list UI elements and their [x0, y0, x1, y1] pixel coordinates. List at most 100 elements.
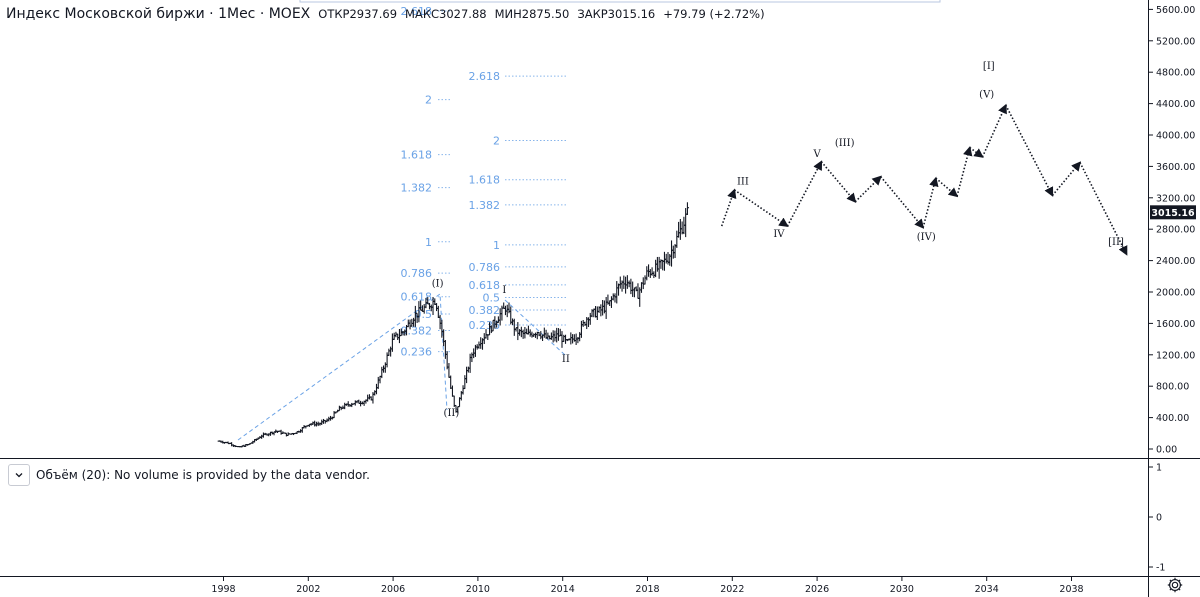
- last-price-label: 3015.16: [1151, 208, 1195, 219]
- wave-label: III: [737, 176, 749, 187]
- low-field: МИН2875.50: [495, 7, 570, 21]
- price-tick-label: 1600.00: [1156, 319, 1195, 330]
- time-tick-label: 2038: [1059, 584, 1083, 595]
- projection-segment: [956, 146, 973, 197]
- projection-segment: [981, 103, 1007, 158]
- symbol-title[interactable]: Индекс Московской биржи · 1Мес · MOEX: [6, 6, 311, 22]
- fib1-level-label: 1: [425, 236, 432, 249]
- fib2-level-label: 1: [493, 239, 500, 252]
- projection-segment: [969, 146, 984, 158]
- wave-label: IV: [773, 229, 785, 240]
- volume-legend: Объём (20): No volume is provided by the…: [8, 464, 370, 486]
- price-tick-label: 3600.00: [1156, 162, 1195, 173]
- fib2-level-label: 0.5: [483, 291, 501, 304]
- projection-segment: [1051, 161, 1082, 196]
- price-tick-label: 400.00: [1156, 413, 1189, 424]
- time-tick-label: 2014: [551, 584, 575, 595]
- time-tick-label: 2022: [720, 584, 744, 595]
- fib2-level-label: 0.618: [469, 279, 501, 292]
- high-field: МАКС3027.88: [405, 7, 487, 21]
- projection-segment: [1005, 104, 1054, 197]
- fib1-level-label: 2.618: [401, 5, 433, 18]
- projection-segment: [733, 189, 789, 227]
- close-label: ЗАКР: [577, 7, 608, 21]
- price-tick-label: 2400.00: [1156, 256, 1195, 267]
- volume-tick-label: 0: [1156, 513, 1162, 524]
- projection-segment: [786, 160, 823, 227]
- close-field: ЗАКР3015.16: [577, 7, 655, 21]
- price-tick-label: 5200.00: [1156, 36, 1195, 47]
- wave-label: II: [562, 354, 570, 365]
- change-value: +79.79 (+2.72%): [663, 7, 765, 21]
- price-tick-label: 2000.00: [1156, 288, 1195, 299]
- fib2-level-label: 2: [493, 134, 500, 147]
- wave-label: [I]: [983, 61, 995, 72]
- projection-segment: [880, 176, 925, 229]
- volume-tick-label: 1: [1156, 463, 1162, 474]
- fib1-level-label: 2: [425, 94, 432, 107]
- wave-projection: [720, 103, 1128, 256]
- fib2-level-label: 1.382: [469, 199, 501, 212]
- wave-label: V: [812, 149, 821, 160]
- price-tick-label: 4400.00: [1156, 99, 1195, 110]
- projection-segment: [820, 161, 857, 203]
- fib2-level-label: 0.382: [469, 304, 501, 317]
- projection-segment: [720, 188, 737, 227]
- close-value: 3015.16: [607, 7, 656, 21]
- price-tick-label: 800.00: [1156, 382, 1189, 393]
- low-label: МИН: [494, 7, 522, 21]
- projection-segment: [935, 177, 959, 198]
- open-field: ОТКР2937.69: [318, 7, 397, 21]
- time-tick-label: 2010: [466, 584, 490, 595]
- price-tick-label: 1200.00: [1156, 350, 1195, 361]
- price-tick-label: 5600.00: [1156, 5, 1195, 16]
- low-value: 2875.50: [521, 7, 570, 21]
- volume-tick-label: -1: [1156, 563, 1165, 574]
- fib1-level-label: 0.382: [401, 324, 433, 337]
- time-tick-label: 2006: [381, 584, 405, 595]
- wave-label: (II): [444, 408, 460, 419]
- time-tick-label: 2034: [975, 584, 999, 595]
- time-tick-label: 2026: [805, 584, 829, 595]
- price-tick-label: 4000.00: [1156, 131, 1195, 142]
- volume-message: Объём (20): No volume is provided by the…: [36, 468, 370, 482]
- fib2-level-label: 1.618: [469, 174, 501, 187]
- collapse-button[interactable]: [8, 464, 30, 486]
- open-value: 2937.69: [349, 7, 398, 21]
- time-tick-label: 2018: [635, 584, 659, 595]
- price-series: [217, 202, 690, 448]
- fib2-level-label: 0.786: [469, 261, 501, 274]
- open-label: ОТКР: [318, 7, 350, 21]
- time-tick-label: 1998: [211, 584, 235, 595]
- price-tick-label: 2800.00: [1156, 225, 1195, 236]
- projection-segment: [854, 175, 882, 203]
- high-value: 3027.88: [439, 7, 487, 21]
- fib1-level-label: 1.382: [401, 182, 433, 195]
- gear-icon[interactable]: [1166, 576, 1184, 594]
- fib1-level-label: 0.786: [401, 267, 433, 280]
- price-tick-label: 4800.00: [1156, 68, 1195, 79]
- high-label: МАКС: [405, 7, 440, 21]
- projection-segment: [922, 176, 939, 228]
- wave-label: (IV): [917, 232, 936, 243]
- info-panel-edge: [299, 0, 941, 3]
- fib1-level-label: 0.618: [401, 291, 433, 304]
- chevron-down-icon: [15, 473, 23, 478]
- fib2-level-label: 2.618: [469, 70, 501, 83]
- last-price-badge: [1150, 205, 1196, 220]
- time-tick-label: 2030: [890, 584, 914, 595]
- fib2-level-label: 0.236: [469, 319, 501, 332]
- price-tick-label: 3200.00: [1156, 193, 1195, 204]
- chart-header: Индекс Московской биржи · 1Мес · MOEX ОТ…: [6, 6, 765, 28]
- wave-label: [II]: [1108, 237, 1124, 248]
- wave-label: (I): [432, 279, 444, 290]
- price-tick-label: 0.00: [1156, 445, 1177, 456]
- wave-label: (III): [835, 138, 855, 149]
- wave-label: (V): [979, 89, 994, 100]
- wave-label: I: [502, 285, 506, 296]
- fib1-level-label: 0.236: [401, 346, 433, 359]
